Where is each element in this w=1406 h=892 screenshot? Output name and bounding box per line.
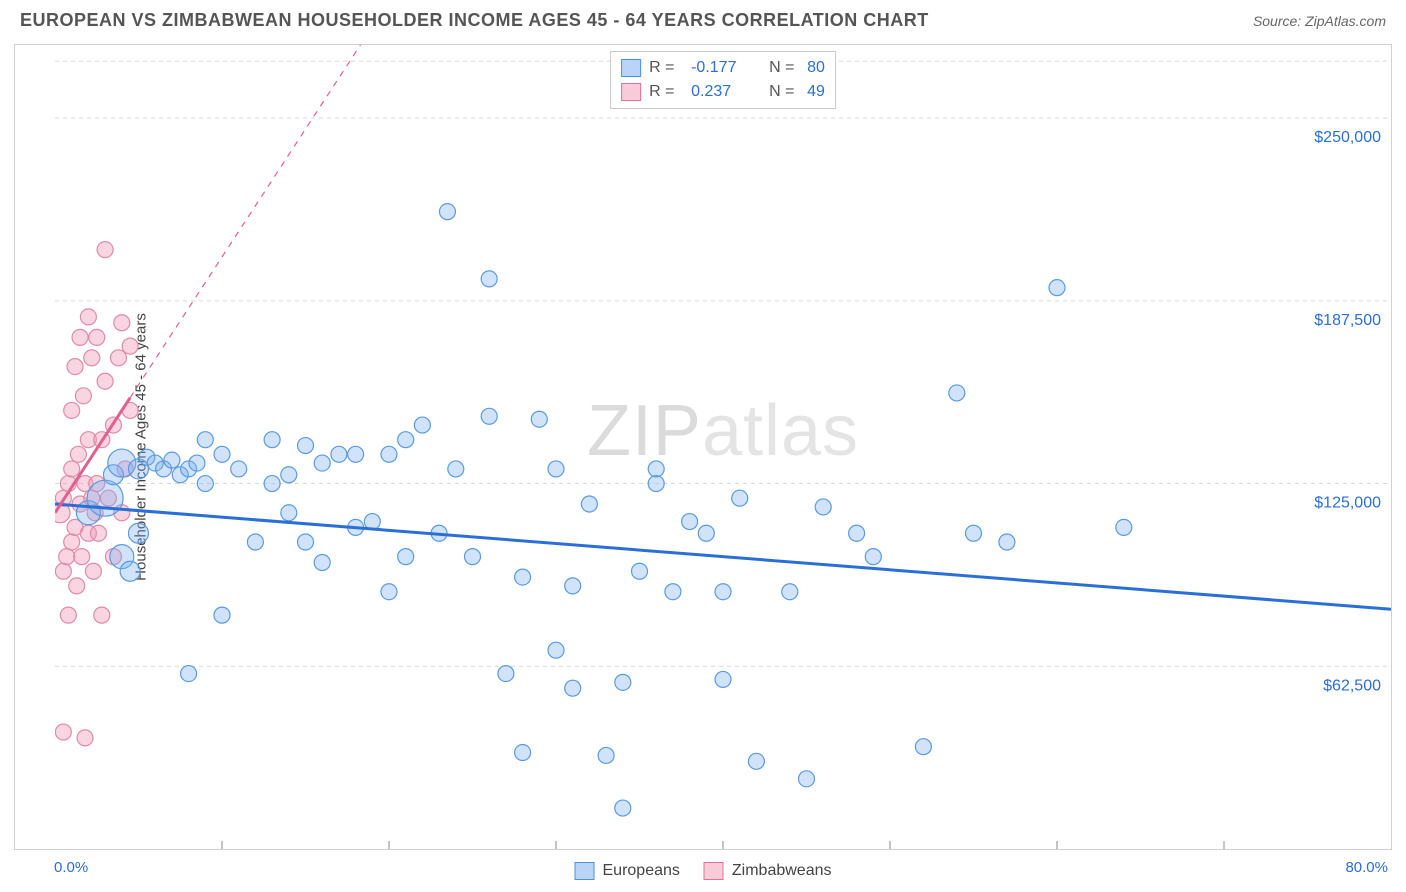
swatch-blue bbox=[621, 59, 641, 77]
swatch-blue bbox=[575, 862, 595, 880]
series-legend: Europeans Zimbabweans bbox=[575, 862, 832, 880]
legend-row-europeans: R = -0.177 N = 80 bbox=[621, 56, 825, 80]
chart-title: EUROPEAN VS ZIMBABWEAN HOUSEHOLDER INCOM… bbox=[20, 10, 929, 31]
x-axis-min-label: 0.0% bbox=[54, 859, 88, 876]
svg-text:$187,500: $187,500 bbox=[1314, 312, 1381, 329]
svg-text:$62,500: $62,500 bbox=[1323, 677, 1381, 694]
x-axis-max-label: 80.0% bbox=[1345, 859, 1388, 876]
chart-header: EUROPEAN VS ZIMBABWEAN HOUSEHOLDER INCOM… bbox=[0, 0, 1406, 39]
swatch-pink bbox=[704, 862, 724, 880]
chart-source: Source: ZipAtlas.com bbox=[1253, 13, 1386, 29]
legend-item-europeans: Europeans bbox=[575, 862, 680, 880]
legend-label-zimbabweans: Zimbabweans bbox=[732, 862, 832, 880]
swatch-pink bbox=[621, 83, 641, 101]
legend-item-zimbabweans: Zimbabweans bbox=[704, 862, 832, 880]
legend-label-europeans: Europeans bbox=[603, 862, 680, 880]
legend-row-zimbabweans: R = 0.237 N = 49 bbox=[621, 80, 825, 104]
svg-text:$250,000: $250,000 bbox=[1314, 129, 1381, 146]
plot-area: $62,500$125,000$187,500$250,000 ZIPatlas… bbox=[55, 45, 1391, 849]
correlation-legend: R = -0.177 N = 80 R = 0.237 N = 49 bbox=[610, 51, 836, 109]
svg-text:$125,000: $125,000 bbox=[1314, 495, 1381, 512]
chart-container: Householder Income Ages 45 - 64 years $6… bbox=[14, 44, 1392, 850]
scatter-svg: $62,500 $125,000 $187,500 $250,000 bbox=[55, 45, 1391, 849]
